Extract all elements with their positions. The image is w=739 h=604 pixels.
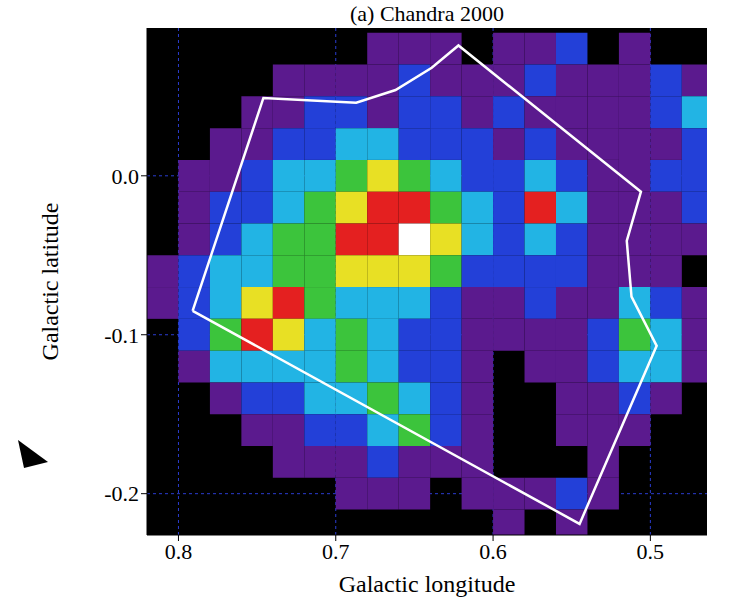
- svg-text:Galactic latitude: Galactic latitude: [37, 203, 63, 361]
- svg-text:0.6: 0.6: [479, 539, 507, 564]
- svg-text:-0.1: -0.1: [104, 323, 139, 348]
- svg-text:0.0: 0.0: [112, 164, 140, 189]
- svg-text:Galactic longitude: Galactic longitude: [339, 571, 516, 597]
- svg-text:(a) Chandra 2000: (a) Chandra 2000: [350, 1, 504, 26]
- svg-text:0.8: 0.8: [165, 539, 193, 564]
- svg-text:0.5: 0.5: [637, 539, 665, 564]
- svg-text:0.7: 0.7: [322, 539, 350, 564]
- svg-text:-0.2: -0.2: [104, 481, 139, 506]
